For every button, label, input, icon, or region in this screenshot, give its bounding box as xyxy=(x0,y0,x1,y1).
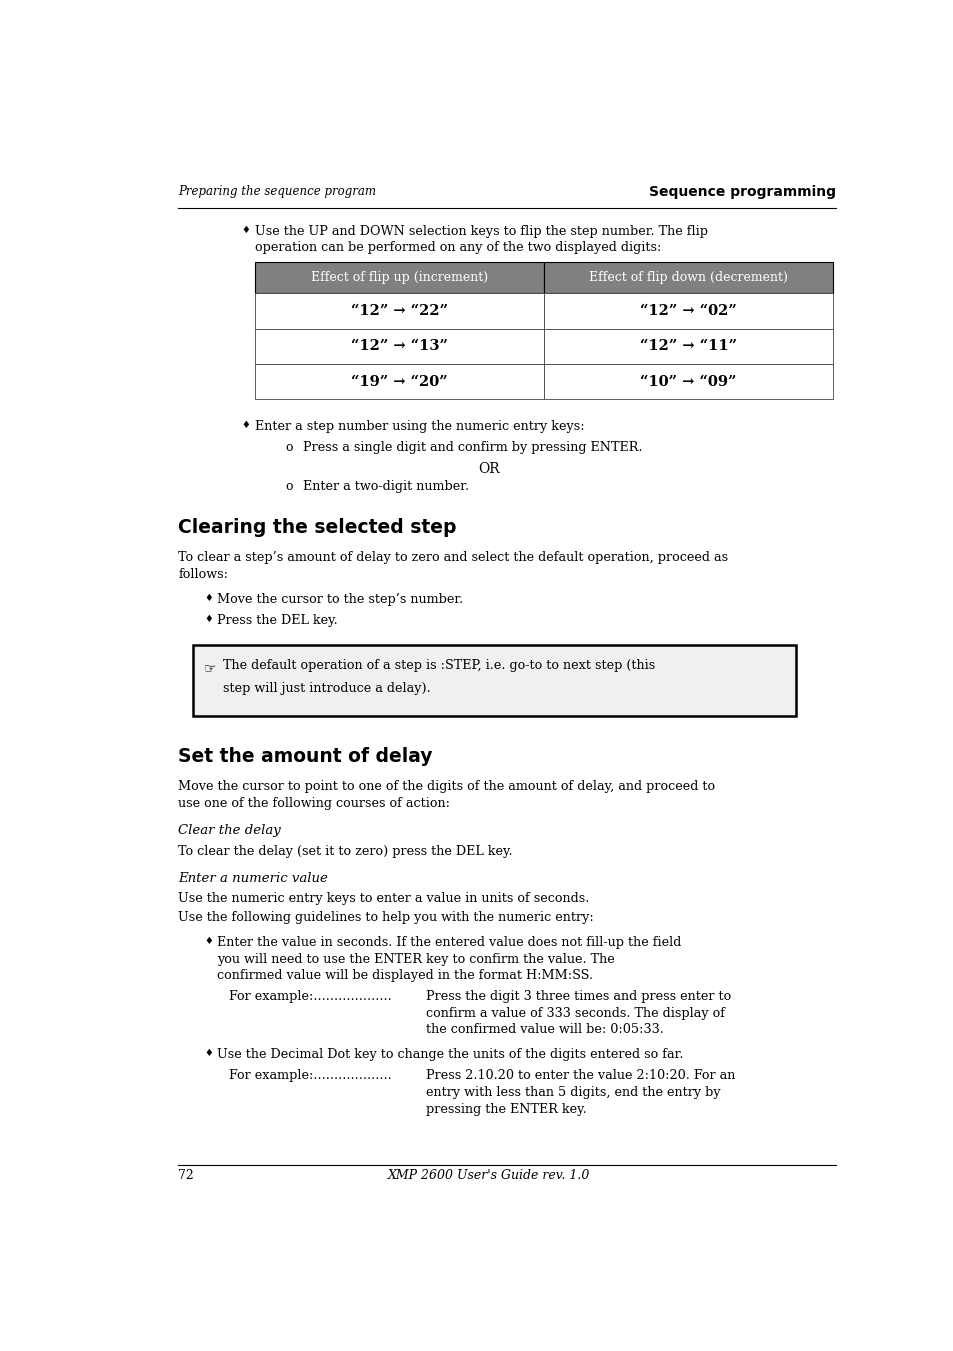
Text: Effect of flip down (decrement): Effect of flip down (decrement) xyxy=(588,272,787,284)
Bar xyxy=(543,262,832,293)
Text: Preparing the sequence program: Preparing the sequence program xyxy=(178,185,376,199)
Text: 72: 72 xyxy=(178,1169,194,1182)
Bar xyxy=(193,644,795,716)
Bar xyxy=(254,262,543,293)
Bar xyxy=(543,363,832,400)
Text: entry with less than 5 digits, end the entry by: entry with less than 5 digits, end the e… xyxy=(426,1086,720,1098)
Text: the confirmed value will be: 0:05:33.: the confirmed value will be: 0:05:33. xyxy=(426,1024,663,1036)
Text: Enter a numeric value: Enter a numeric value xyxy=(178,871,328,885)
Text: Clear the delay: Clear the delay xyxy=(178,824,281,836)
Text: Move the cursor to point to one of the digits of the amount of delay, and procee: Move the cursor to point to one of the d… xyxy=(178,780,715,793)
Text: you will need to use the ENTER key to confirm the value. The: you will need to use the ENTER key to co… xyxy=(216,952,614,966)
Text: Enter a step number using the numeric entry keys:: Enter a step number using the numeric en… xyxy=(254,420,583,434)
Text: Effect of flip up (increment): Effect of flip up (increment) xyxy=(311,272,487,284)
Text: Enter the value in seconds. If the entered value does not fill-up the field: Enter the value in seconds. If the enter… xyxy=(216,936,680,950)
Text: “12” → “22”: “12” → “22” xyxy=(350,304,447,317)
Text: o: o xyxy=(285,440,293,454)
Text: For example:...................: For example:................... xyxy=(229,990,391,1004)
Text: “12” → “13”: “12” → “13” xyxy=(351,339,447,353)
Bar xyxy=(543,293,832,328)
Text: Set the amount of delay: Set the amount of delay xyxy=(178,747,433,766)
Text: To clear a step’s amount of delay to zero and select the default operation, proc: To clear a step’s amount of delay to zer… xyxy=(178,551,728,565)
Text: operation can be performed on any of the two displayed digits:: operation can be performed on any of the… xyxy=(254,242,660,254)
Text: confirmed value will be displayed in the format H:MM:SS.: confirmed value will be displayed in the… xyxy=(216,970,592,982)
Text: Enter a two-digit number.: Enter a two-digit number. xyxy=(302,481,468,493)
Text: For example:...................: For example:................... xyxy=(229,1069,391,1082)
Bar xyxy=(543,328,832,363)
Text: “19” → “20”: “19” → “20” xyxy=(351,374,447,389)
Text: Press a single digit and confirm by pressing ENTER.: Press a single digit and confirm by pres… xyxy=(302,440,641,454)
Bar xyxy=(254,293,543,328)
Text: Use the UP and DOWN selection keys to flip the step number. The flip: Use the UP and DOWN selection keys to fl… xyxy=(254,224,707,238)
Text: follows:: follows: xyxy=(178,567,228,581)
Text: Clearing the selected step: Clearing the selected step xyxy=(178,517,456,536)
Text: ♦: ♦ xyxy=(241,420,250,430)
Text: Move the cursor to the step’s number.: Move the cursor to the step’s number. xyxy=(216,593,462,605)
Text: The default operation of a step is :STEP, i.e. go-to to next step (this: The default operation of a step is :STEP… xyxy=(222,659,655,673)
Text: step will just introduce a delay).: step will just introduce a delay). xyxy=(222,682,430,696)
Text: Press the digit 3 three times and press enter to: Press the digit 3 three times and press … xyxy=(426,990,731,1004)
Text: ♦: ♦ xyxy=(204,593,213,603)
Text: “12” → “11”: “12” → “11” xyxy=(639,339,736,353)
Text: ♦: ♦ xyxy=(204,1048,213,1058)
Text: Press the DEL key.: Press the DEL key. xyxy=(216,613,337,627)
Bar xyxy=(254,363,543,400)
Bar xyxy=(254,328,543,363)
Text: o: o xyxy=(285,481,293,493)
Text: ♦: ♦ xyxy=(204,613,213,624)
Text: Use the following guidelines to help you with the numeric entry:: Use the following guidelines to help you… xyxy=(178,911,594,924)
Text: OR: OR xyxy=(477,462,499,476)
Text: To clear the delay (set it to zero) press the DEL key.: To clear the delay (set it to zero) pres… xyxy=(178,844,513,858)
Text: pressing the ENTER key.: pressing the ENTER key. xyxy=(426,1102,586,1116)
Text: “10” → “09”: “10” → “09” xyxy=(639,374,736,389)
Text: “12” → “02”: “12” → “02” xyxy=(639,304,736,317)
Text: use one of the following courses of action:: use one of the following courses of acti… xyxy=(178,797,450,809)
Text: ♦: ♦ xyxy=(204,936,213,946)
Text: Sequence programming: Sequence programming xyxy=(649,185,836,199)
Text: ☞: ☞ xyxy=(203,662,215,676)
Text: ♦: ♦ xyxy=(241,224,250,235)
Text: Use the numeric entry keys to enter a value in units of seconds.: Use the numeric entry keys to enter a va… xyxy=(178,893,589,905)
Text: XMP 2600 User's Guide rev. 1.0: XMP 2600 User's Guide rev. 1.0 xyxy=(387,1169,590,1182)
Text: Press 2.10.20 to enter the value 2:10:20. For an: Press 2.10.20 to enter the value 2:10:20… xyxy=(426,1069,735,1082)
Text: confirm a value of 333 seconds. The display of: confirm a value of 333 seconds. The disp… xyxy=(426,1006,724,1020)
Text: Use the Decimal Dot key to change the units of the digits entered so far.: Use the Decimal Dot key to change the un… xyxy=(216,1048,682,1062)
